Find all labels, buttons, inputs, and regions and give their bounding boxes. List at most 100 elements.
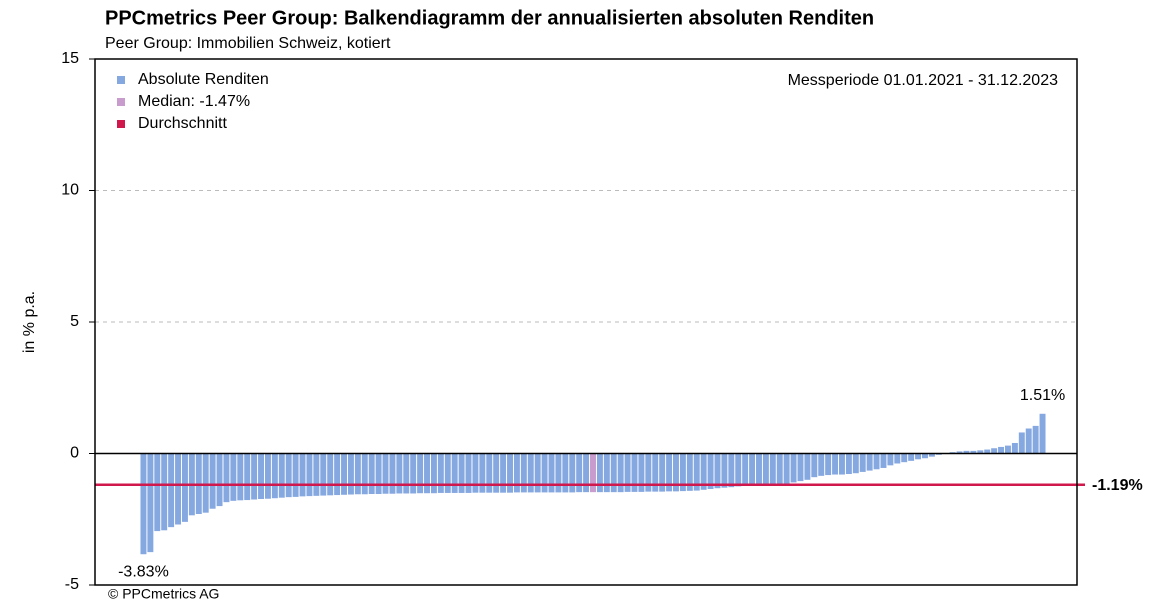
bar: [714, 453, 721, 489]
bar: [424, 453, 430, 494]
bar: [1004, 445, 1011, 454]
bar: [444, 453, 451, 493]
bar: [354, 453, 361, 495]
bar: [223, 453, 230, 503]
annotation: Messperiode 01.01.2021 - 31.12.2023: [788, 72, 1059, 89]
bar: [327, 453, 334, 496]
bar: [361, 453, 368, 495]
bar: [430, 453, 437, 494]
bar: [915, 453, 922, 460]
legend-swatch: [117, 76, 125, 84]
bar: [735, 453, 742, 487]
bar: [984, 449, 991, 454]
bar: [292, 453, 299, 497]
bar: [603, 453, 610, 493]
chart-subtitle: Peer Group: Immobilien Schweiz, kotiert: [105, 35, 391, 52]
bar: [237, 453, 244, 501]
y-tick-label: 15: [61, 50, 79, 67]
bar: [928, 453, 935, 457]
y-tick-label: 0: [70, 445, 79, 462]
bar: [638, 453, 645, 492]
bar: [410, 453, 417, 494]
bar: [845, 453, 852, 475]
bar: [624, 453, 631, 492]
bar: [576, 453, 583, 493]
bar: [991, 448, 998, 454]
bar: [756, 453, 762, 486]
y-tick-label: -5: [65, 576, 79, 593]
bar: [562, 453, 569, 493]
bar: [389, 453, 396, 494]
bar: [970, 450, 977, 454]
bar: [202, 453, 209, 513]
bar: [458, 453, 465, 493]
bar: [244, 453, 251, 501]
bar: [271, 453, 278, 499]
plot-frame: [94, 58, 1078, 586]
bar: [859, 453, 866, 472]
bar: [583, 453, 590, 493]
bar: [500, 453, 507, 493]
bar: [728, 453, 735, 488]
bar: [368, 453, 375, 495]
bar: [264, 453, 271, 499]
bar: [804, 453, 811, 480]
bar: [147, 453, 154, 553]
bar: [832, 453, 839, 475]
bar: [811, 453, 818, 478]
legend-label: Median: -1.47%: [138, 93, 250, 110]
bar: [493, 453, 500, 493]
bar: [320, 453, 327, 496]
bar: [887, 453, 894, 466]
bar: [258, 453, 265, 499]
bar: [520, 453, 527, 493]
bar: [693, 453, 700, 491]
bar: [161, 453, 168, 531]
bar: [908, 453, 915, 461]
bar: [347, 453, 354, 495]
bar: [513, 453, 520, 493]
bar: [175, 453, 182, 525]
bar: [375, 453, 382, 495]
bar: [465, 453, 472, 493]
bar: [790, 453, 797, 483]
bar: [168, 453, 175, 528]
chart-title: PPCmetrics Peer Group: Balkendiagramm de…: [105, 7, 874, 29]
y-tick-label: 5: [70, 313, 79, 330]
y-axis-label: in % p.a.: [21, 291, 38, 353]
bar: [749, 453, 756, 486]
bar: [590, 453, 596, 493]
bar: [762, 453, 769, 486]
bar: [839, 453, 845, 475]
bar: [673, 453, 679, 492]
bar: [285, 453, 292, 498]
bar: [306, 453, 313, 497]
legend-label: Absolute Renditen: [138, 71, 269, 88]
bar: [852, 453, 859, 474]
bar: [707, 453, 714, 490]
bar: [1018, 432, 1025, 454]
bar: [299, 453, 306, 497]
bar: [527, 453, 534, 493]
y-tick-label: 10: [61, 182, 79, 199]
bar: [1011, 442, 1018, 454]
bar: [956, 451, 963, 454]
bar: [776, 453, 783, 485]
bar: [645, 453, 652, 492]
bar: [181, 453, 188, 522]
bar: [894, 453, 901, 464]
bar: [963, 450, 970, 454]
bar: [417, 453, 424, 494]
bar: [341, 453, 347, 495]
bar: [977, 450, 984, 454]
legend-swatch: [117, 98, 125, 106]
bar: [154, 453, 161, 532]
bar: [479, 453, 486, 493]
bar: [679, 453, 686, 492]
bar: [555, 453, 562, 493]
bar: [700, 453, 707, 490]
bar: [507, 453, 513, 493]
bar: [334, 453, 341, 496]
bar: [230, 453, 237, 501]
